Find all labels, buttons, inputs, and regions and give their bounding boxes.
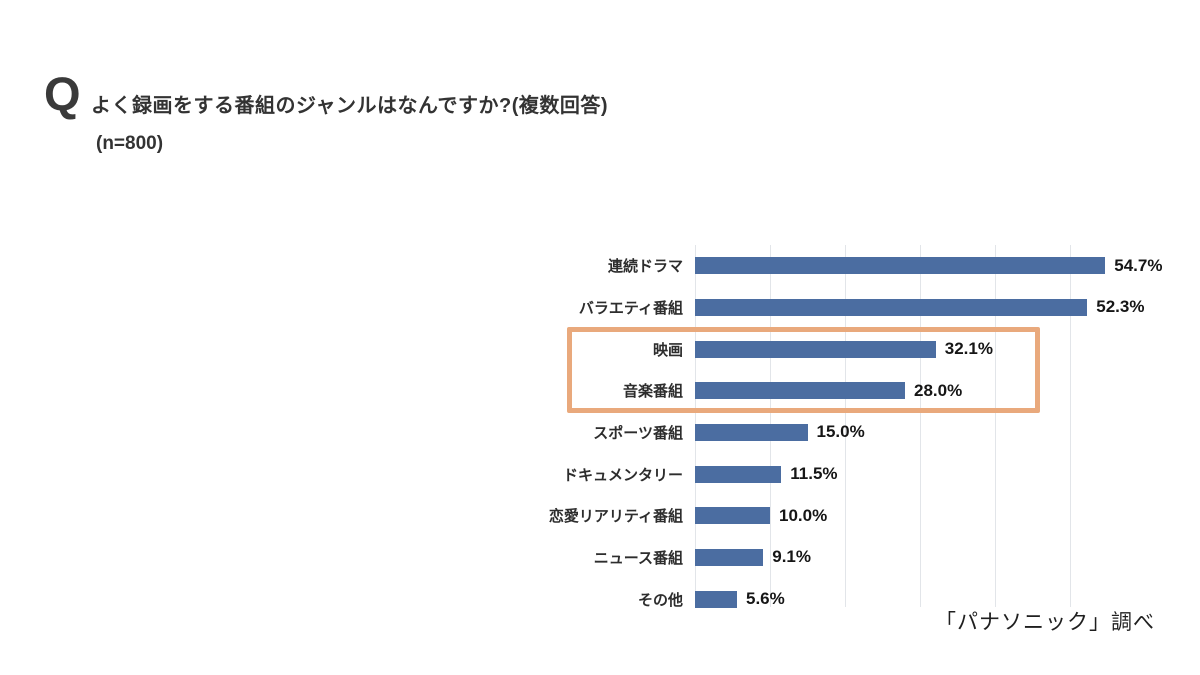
plot-area: 52.3% [695,287,1155,329]
plot-area: 9.1% [695,537,1155,579]
value-label: 54.7% [1114,255,1163,275]
category-label: スポーツ番組 [593,424,683,442]
chart-row: 恋愛リアリティ番組 10.0% [540,495,1155,537]
chart-row: ドキュメンタリー 11.5% [540,453,1155,495]
chart-row: 映画 32.1% [540,328,1155,370]
bar [695,423,808,441]
plot-area: 11.5% [695,453,1155,495]
value-label: 52.3% [1096,297,1145,317]
category-label: ニュース番組 [593,549,683,567]
category-label: 連続ドラマ [607,258,683,276]
chart-row: バラエティ番組 52.3% [540,287,1155,329]
category-label: ドキュメンタリー [562,466,683,484]
value-label: 32.1% [944,339,993,359]
bar [695,298,1088,316]
chart-row: 連続ドラマ 54.7% [540,245,1162,287]
plot-area: 54.7% [695,245,1162,287]
question-mark-label: Q [44,67,81,120]
chart-row: その他 5.6% [540,578,1155,620]
value-label: 15.0% [816,422,865,442]
chart-row: ニュース番組 9.1% [540,537,1155,579]
category-label: その他 [637,591,683,609]
bar [695,465,782,483]
bar [695,507,770,525]
chart-row: 音楽番組 28.0% [540,370,1155,412]
bar [695,590,737,608]
category-label: バラエティ番組 [578,299,683,317]
sample-size-label: (n=800) [96,133,164,154]
source-credit: 「パナソニック」調べ [935,611,1155,634]
plot-area: 10.0% [695,495,1155,537]
category-label: 恋愛リアリティ番組 [548,508,683,526]
bar-chart: 連続ドラマ 54.7% バラエティ番組 52.3% 映画 32.1% 音楽番組 [540,245,1162,620]
bar [695,548,764,566]
bar [695,340,936,358]
plot-area: 15.0% [695,412,1155,454]
value-label: 28.0% [914,380,963,400]
page-title: よく録画をする番組のジャンルはなんですか?(複数回答) [91,95,609,117]
value-label: 5.6% [746,589,785,609]
category-label: 映画 [652,341,683,359]
value-label: 10.0% [779,505,828,525]
category-label: 音楽番組 [622,383,683,401]
value-label: 9.1% [772,547,811,567]
chart-row: スポーツ番組 15.0% [540,412,1155,454]
value-label: 11.5% [790,464,838,484]
plot-area: 28.0% [695,370,1155,412]
bar [695,257,1106,275]
highlight-box [567,327,1040,413]
bar [695,382,905,400]
plot-area: 32.1% [695,328,1155,370]
plot-area: 5.6% [695,578,1155,620]
